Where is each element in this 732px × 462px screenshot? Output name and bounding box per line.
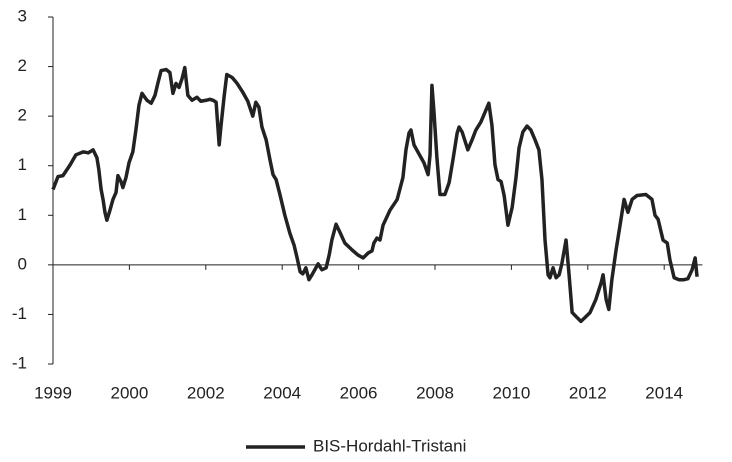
x-tick-label: 1999: [34, 383, 72, 402]
x-tick-label: 2014: [645, 383, 683, 402]
x-tick-label: 2004: [263, 383, 301, 402]
x-tick-label: 2002: [187, 383, 225, 402]
y-tick-label: -1: [12, 353, 27, 372]
y-tick-label: 2: [18, 106, 27, 125]
x-tick-label: 2010: [492, 383, 530, 402]
x-tick-label: 2012: [569, 383, 607, 402]
y-tick-label: 0: [18, 254, 27, 273]
legend-label: BIS-Hordahl-Tristani: [313, 436, 466, 455]
y-tick-label: 1: [18, 205, 27, 224]
x-tick-label: 2006: [340, 383, 378, 402]
x-tick-label: 2008: [416, 383, 454, 402]
data-line: [51, 65, 699, 324]
x-tick-label: 2000: [110, 383, 148, 402]
y-tick-label: -1: [12, 304, 27, 323]
y-tick-label: 2: [18, 56, 27, 75]
y-tick-label: 1: [18, 155, 27, 174]
y-tick-label: 3: [18, 6, 27, 25]
